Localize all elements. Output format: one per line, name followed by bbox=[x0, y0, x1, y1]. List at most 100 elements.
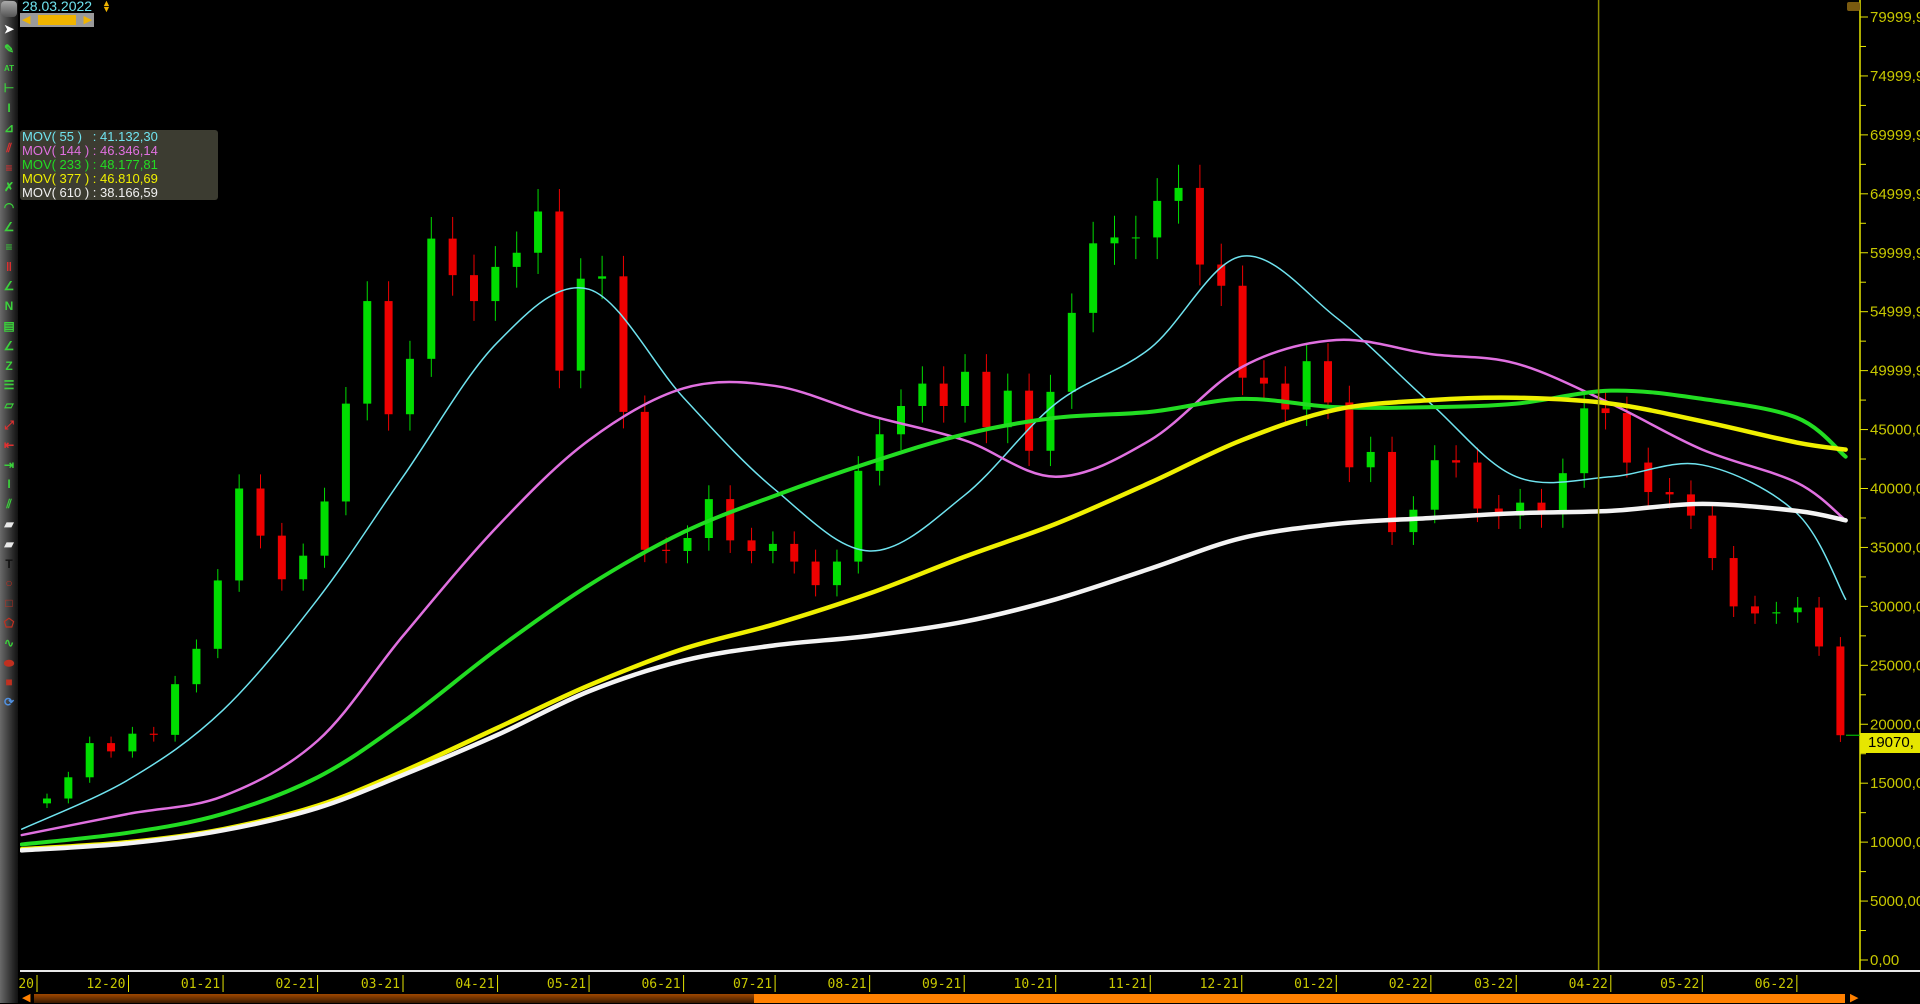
x-tick-label: 12-21 bbox=[1200, 977, 1239, 992]
ma-line bbox=[21, 255, 1847, 830]
tool-text-icon[interactable]: T bbox=[5, 556, 13, 571]
ma-line bbox=[20, 338, 1847, 837]
candle bbox=[128, 733, 137, 752]
tool-rectangle-icon[interactable]: □ bbox=[5, 596, 13, 611]
tool-ladder-icon[interactable]: ☰ bbox=[3, 378, 15, 393]
tool-speed-lines-icon[interactable]: ∠ bbox=[3, 279, 15, 294]
moving-average-legend: MOV( 55 ) : 41.132,30 MOV( 144 ) : 46.346… bbox=[20, 130, 218, 200]
y-tick-label: 20000,0 bbox=[1870, 716, 1920, 733]
candle bbox=[1345, 402, 1354, 468]
horizontal-scrollbar[interactable]: ◀ ▶ bbox=[20, 992, 1860, 1004]
tool-vertical-segment-icon[interactable]: I bbox=[7, 101, 11, 116]
candle bbox=[64, 777, 73, 799]
candle bbox=[534, 211, 543, 253]
x-tick-label: 02-21 bbox=[275, 977, 314, 992]
tool-refresh-icon[interactable]: ⟳ bbox=[3, 695, 15, 710]
candle bbox=[918, 383, 927, 406]
candle bbox=[1601, 408, 1610, 414]
tool-gann-fan-icon[interactable]: ∠ bbox=[3, 338, 15, 353]
candle bbox=[875, 434, 884, 471]
y-tick-label: 49999,9 bbox=[1870, 363, 1920, 380]
tool-eraser-icon[interactable]: ▰ bbox=[4, 517, 14, 531]
tool-fibonacci-levels-icon[interactable]: ≡ bbox=[5, 239, 13, 254]
tool-freehand-icon[interactable]: ∿ bbox=[3, 635, 15, 650]
tool-fibonacci-time-icon[interactable]: ‖ bbox=[6, 259, 12, 274]
tool-arrow-line-icon[interactable]: ⤢ bbox=[4, 418, 14, 432]
tool-eraser-all-icon[interactable]: ▰ bbox=[4, 536, 14, 551]
tool-pencil-icon[interactable]: ✎ bbox=[3, 41, 15, 56]
tool-ellipse-icon[interactable]: ○ bbox=[5, 576, 13, 591]
candle bbox=[1302, 361, 1311, 410]
y-tick-label: 5000,00 bbox=[1870, 893, 1920, 910]
tool-arc-icon[interactable]: ◠ bbox=[3, 200, 15, 215]
tool-pointer-icon[interactable]: ➤ bbox=[3, 22, 15, 36]
tool-zigzag-lines-icon[interactable]: Z bbox=[5, 358, 13, 373]
x-tick-label: 05-21 bbox=[547, 977, 586, 992]
panel-options-button[interactable] bbox=[1847, 2, 1860, 11]
candle bbox=[384, 301, 393, 415]
tool-channel-icon[interactable]: ⊿ bbox=[3, 121, 15, 135]
slider-left-arrow-icon[interactable]: ◀ bbox=[22, 14, 31, 26]
tool-horizontal-segment-icon[interactable]: ⊢ bbox=[3, 81, 15, 96]
tool-auto-trend-icon[interactable]: AT bbox=[3, 63, 15, 73]
candle bbox=[341, 403, 350, 502]
y-tick-label: 45000,0 bbox=[1870, 422, 1920, 439]
toolbar-menu-button[interactable] bbox=[1, 1, 17, 17]
tool-zigzag-icon[interactable]: N bbox=[4, 299, 14, 314]
tool-left-arrow-segment-icon[interactable]: ⇤ bbox=[3, 437, 15, 452]
tool-right-arrow-segment-icon[interactable]: ⇥ bbox=[3, 457, 15, 472]
x-tick-label: 03-21 bbox=[361, 977, 400, 992]
y-tick-label: 35000,0 bbox=[1870, 539, 1920, 556]
candle bbox=[1580, 408, 1589, 474]
date-slider[interactable]: ◀ ▶ bbox=[20, 13, 94, 27]
candle bbox=[1174, 187, 1183, 201]
candle bbox=[768, 543, 777, 551]
tool-fibonacci-arc-icon[interactable]: ✗ bbox=[3, 180, 15, 195]
legend-item: MOV( 55 ) : 41.132,30 bbox=[22, 129, 158, 144]
y-tick-label: 15000,0 bbox=[1870, 775, 1920, 792]
candle bbox=[1195, 187, 1204, 265]
y-tick-label: 54999,9 bbox=[1870, 304, 1920, 321]
tool-horizontal-lines-icon[interactable]: ≡ bbox=[5, 160, 13, 175]
candle bbox=[1751, 606, 1759, 614]
candle bbox=[1366, 451, 1375, 468]
candle bbox=[576, 278, 585, 371]
tool-polygon-icon[interactable]: ⬠ bbox=[3, 616, 15, 630]
candle bbox=[1452, 460, 1461, 463]
scroll-left-arrow-icon[interactable]: ◀ bbox=[22, 992, 31, 1004]
y-tick-label: 0,00 bbox=[1870, 952, 1899, 969]
date-spinner-icon[interactable]: ▲ ▼ bbox=[102, 0, 111, 14]
y-axis: 79999,9 74999,9 69999,9 64999,9 59999,9 54999… bbox=[1846, 0, 1920, 972]
x-tick-label: 11-21 bbox=[1108, 977, 1147, 992]
x-tick-label: 01-21 bbox=[181, 977, 220, 992]
candle bbox=[1003, 390, 1012, 428]
candle bbox=[448, 238, 457, 276]
candle bbox=[1046, 391, 1055, 451]
tool-fibonacci-fan-icon[interactable]: ∠ bbox=[3, 220, 15, 234]
tool-vertical-bar-icon[interactable]: I bbox=[7, 477, 11, 492]
tool-filled-ellipse-icon[interactable]: ⬬ bbox=[3, 655, 15, 670]
y-tick-label: 10000,0 bbox=[1870, 834, 1920, 851]
y-tick-label: 30000,0 bbox=[1870, 598, 1920, 615]
slider-right-arrow-icon[interactable]: ▶ bbox=[83, 14, 92, 26]
tool-parallel-lines-icon[interactable]: ⫽ bbox=[6, 140, 12, 155]
candle bbox=[1815, 607, 1824, 647]
candles bbox=[43, 164, 1845, 809]
slider-thumb[interactable] bbox=[38, 15, 76, 25]
y-tick-label: 74999,9 bbox=[1870, 68, 1920, 85]
tool-ruler-icon[interactable]: ▱ bbox=[4, 398, 14, 413]
tool-grid-icon[interactable]: ▤ bbox=[3, 319, 15, 333]
scroll-right-arrow-icon[interactable]: ▶ bbox=[1850, 992, 1859, 1004]
scroll-thumb[interactable] bbox=[754, 994, 1845, 1003]
candle bbox=[1324, 361, 1332, 403]
candle bbox=[1388, 451, 1397, 533]
tool-double-line-icon[interactable]: ⫽ bbox=[6, 497, 12, 512]
ma-line bbox=[20, 395, 1848, 852]
candle bbox=[598, 276, 607, 279]
tool-filled-rectangle-icon[interactable]: ■ bbox=[5, 675, 13, 690]
candle bbox=[405, 358, 414, 415]
candle bbox=[619, 276, 628, 412]
scroll-track[interactable] bbox=[34, 994, 754, 1003]
candle bbox=[235, 488, 244, 581]
